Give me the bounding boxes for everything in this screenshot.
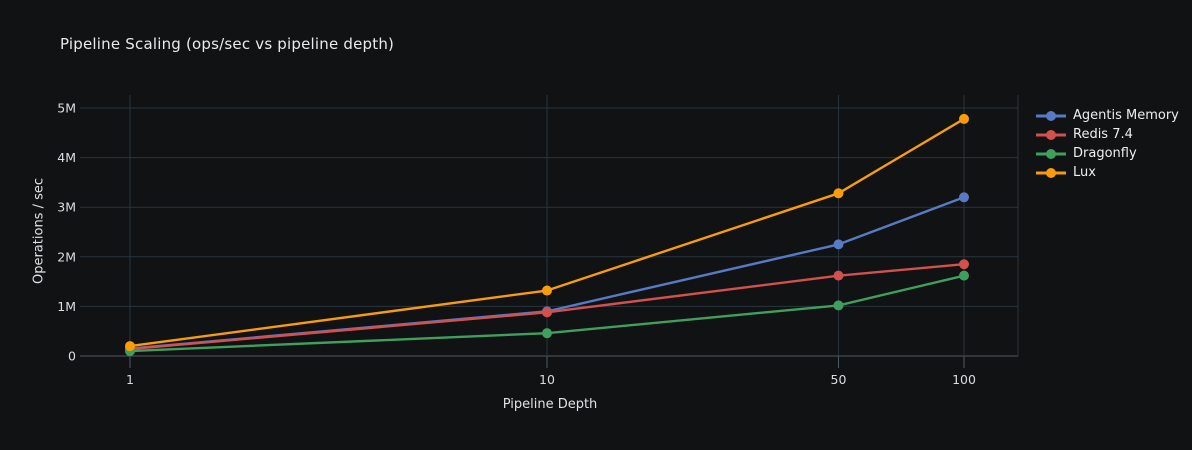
- series-line-redis-7-4: [128, 263, 966, 351]
- chart-title: Pipeline Scaling (ops/sec vs pipeline de…: [60, 35, 395, 53]
- legend: Agentis Memory Redis 7.4 Dragonfly Lux: [1036, 108, 1179, 180]
- legend-label: Lux: [1073, 165, 1096, 180]
- x-tick-label-50: 50: [831, 372, 847, 387]
- legend-marker-icon: [1036, 129, 1066, 140]
- x-tick-label-1: 1: [126, 372, 134, 387]
- data-point-agentis-memory-50: [833, 239, 844, 250]
- y-tick-label-1M: 1M: [57, 299, 76, 314]
- legend-item-lux[interactable]: Lux: [1036, 165, 1179, 180]
- data-point-lux-50: [833, 188, 844, 199]
- data-point-redis-7-4-50: [833, 270, 844, 281]
- data-point-lux-1: [125, 341, 135, 352]
- data-point-dragonfly-50: [833, 300, 844, 311]
- series-line-dragonfly: [128, 274, 966, 353]
- legend-marker-icon: [1036, 148, 1066, 159]
- legend-label: Agentis Memory: [1073, 108, 1179, 123]
- data-point-redis-7-4-100: [959, 259, 969, 270]
- y-tick-label-5M: 5M: [57, 101, 76, 116]
- legend-item-redis-7-4[interactable]: Redis 7.4: [1036, 127, 1179, 142]
- legend-marker-icon: [1036, 167, 1066, 178]
- data-point-lux-10: [542, 285, 552, 296]
- series-line-lux: [128, 117, 966, 348]
- legend-label: Dragonfly: [1073, 146, 1137, 161]
- data-point-lux-100: [959, 113, 969, 124]
- data-point-dragonfly-10: [542, 328, 552, 339]
- y-axis-title: Operations / sec: [31, 177, 47, 285]
- legend-item-agentis-memory[interactable]: Agentis Memory: [1036, 108, 1179, 123]
- legend-marker-icon: [1036, 110, 1066, 121]
- y-tick-label-3M: 3M: [57, 200, 76, 215]
- data-point-redis-7-4-10: [542, 307, 552, 318]
- x-tick-label-10: 10: [539, 372, 555, 387]
- data-point-dragonfly-100: [959, 270, 969, 281]
- y-tick-label-2M: 2M: [57, 249, 76, 264]
- legend-label: Redis 7.4: [1073, 127, 1133, 142]
- x-tick-label-100: 100: [952, 372, 976, 387]
- legend-item-dragonfly[interactable]: Dragonfly: [1036, 146, 1179, 161]
- y-tick-label-0: 0: [68, 349, 76, 364]
- data-point-agentis-memory-100: [959, 192, 969, 203]
- x-axis-title: Pipeline Depth: [502, 397, 598, 412]
- y-tick-label-4M: 4M: [57, 150, 76, 165]
